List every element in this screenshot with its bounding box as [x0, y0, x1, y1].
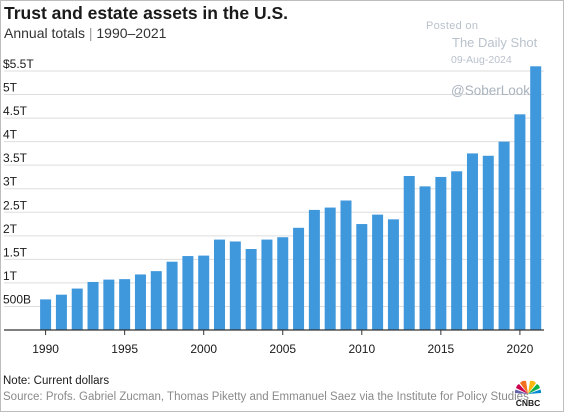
logo-text: CNBC: [516, 398, 541, 408]
subtitle-main: Annual totals: [4, 25, 85, 41]
bar-2015: [435, 176, 447, 330]
y-tick-label: $5.5T: [3, 57, 34, 71]
bar-1992: [71, 288, 83, 330]
bar-2014: [419, 186, 431, 330]
y-tick-label: 3.5T: [3, 151, 28, 165]
watermark-publisher: The Daily Shot: [452, 35, 538, 50]
grid-lines: [4, 70, 544, 307]
bar-1991: [55, 294, 67, 330]
y-axis-labels: 500B 1T 1.5T 2T 2.5T 3T 3.5T 4T 4.5T 5T $5.5T: [3, 57, 34, 306]
bar-2002: [229, 241, 241, 330]
subtitle-range: 1990–2021: [96, 25, 167, 41]
y-tick-label: 5T: [3, 81, 18, 95]
bar-2010: [356, 224, 368, 330]
bar-1996: [134, 274, 146, 330]
bar-1990: [40, 299, 52, 330]
bar-2011: [372, 214, 384, 330]
bar-2007: [308, 209, 320, 330]
chart-title: Trust and estate assets in the U.S.: [4, 3, 288, 23]
bar-2001: [214, 239, 226, 330]
x-tick-label: 2005: [269, 342, 296, 356]
bar-1993: [87, 281, 99, 330]
x-tick-label: 2000: [190, 342, 217, 356]
watermark-handle: @SoberLook: [451, 83, 531, 98]
bar-2013: [403, 176, 415, 330]
x-tick-label: 2010: [348, 342, 375, 356]
subtitle-separator: |: [88, 25, 93, 41]
bar-2003: [245, 249, 257, 330]
bar-2005: [277, 237, 289, 330]
bar-2019: [498, 141, 510, 330]
bar-2006: [293, 227, 305, 330]
bar-1999: [182, 256, 194, 330]
x-axis: [4, 329, 544, 335]
watermark-date: 09-Aug-2024: [451, 54, 512, 66]
bar-2020: [514, 114, 526, 330]
bar-2000: [198, 255, 210, 330]
peacock-icon: [514, 380, 542, 394]
x-axis-labels: 1990 1995 2000 2005 2010 2015 2020: [32, 342, 533, 356]
y-tick-label: 2T: [3, 222, 18, 236]
bar-2016: [451, 171, 463, 330]
bar-2008: [324, 207, 336, 330]
bar-2021: [530, 66, 542, 331]
y-tick-label: 500B: [3, 292, 31, 306]
x-tick-label: 2020: [507, 342, 534, 356]
footer-note: Note: Current dollars: [3, 375, 110, 387]
x-tick-label: 2015: [427, 342, 454, 356]
y-tick-label: 4.5T: [3, 104, 28, 118]
bar-2017: [466, 153, 478, 330]
y-tick-label: 3T: [3, 175, 18, 189]
y-tick-label: 1T: [3, 269, 18, 283]
chart-subtitle: Annual totals | 1990–2021: [4, 25, 166, 41]
bar-1997: [150, 271, 162, 330]
bar-1995: [119, 279, 131, 330]
x-tick-label: 1990: [32, 342, 59, 356]
bar-1994: [103, 279, 115, 330]
bar-2004: [261, 239, 273, 330]
bar-2012: [387, 219, 399, 330]
x-tick-label: 1995: [111, 342, 138, 356]
footer-source: Source: Profs. Gabriel Zucman, Thomas Pi…: [3, 391, 529, 403]
bars: [40, 66, 542, 331]
cnbc-logo: CNBC: [514, 380, 542, 408]
y-tick-label: 2.5T: [3, 198, 28, 212]
watermark-posted-on: Posted on: [426, 20, 479, 32]
y-tick-label: 4T: [3, 128, 18, 142]
y-tick-label: 1.5T: [3, 245, 28, 259]
bar-2018: [482, 155, 494, 330]
bar-2009: [340, 200, 352, 330]
bar-1998: [166, 261, 178, 330]
